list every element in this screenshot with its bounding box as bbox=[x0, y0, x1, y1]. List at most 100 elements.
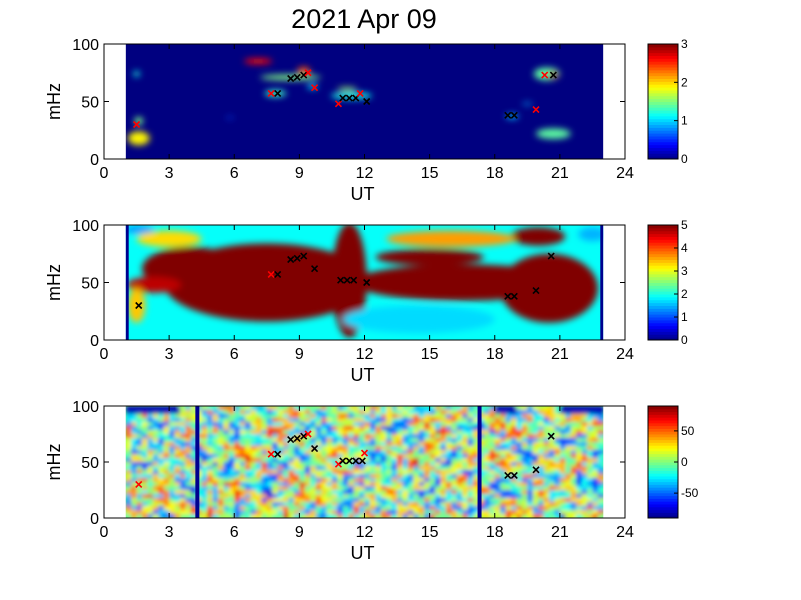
heatmap-cell bbox=[217, 498, 224, 503]
heatmap-cell bbox=[391, 426, 398, 431]
heatmap-cell bbox=[261, 418, 268, 423]
heatmap-cell bbox=[559, 502, 566, 507]
colorbar-segment bbox=[648, 448, 678, 452]
heatmap-cell bbox=[131, 474, 138, 479]
heatmap-cell bbox=[435, 414, 442, 419]
heatmap-cell bbox=[500, 474, 507, 479]
heatmap-cell bbox=[185, 506, 192, 511]
heatmap-cell bbox=[581, 426, 588, 431]
heatmap-cell bbox=[190, 490, 197, 495]
heatmap-cell bbox=[369, 514, 376, 518]
heatmap-cell bbox=[348, 414, 355, 419]
heatmap-cell bbox=[532, 494, 539, 499]
heatmap-cell bbox=[581, 494, 588, 499]
heatmap-cell bbox=[266, 410, 273, 415]
heatmap-cell bbox=[304, 482, 311, 487]
heatmap-cell bbox=[364, 462, 371, 467]
heatmap-cell bbox=[554, 438, 561, 443]
heatmap-cell bbox=[245, 410, 252, 415]
heatmap-cell bbox=[169, 446, 176, 451]
heatmap-cell bbox=[169, 414, 176, 419]
heatmap-cell bbox=[310, 466, 317, 471]
heatmap-cell bbox=[217, 422, 224, 427]
heatmap-cell bbox=[326, 454, 333, 459]
heatmap-cell bbox=[413, 458, 420, 463]
heatmap-cell bbox=[397, 482, 404, 487]
heatmap-cell bbox=[337, 426, 344, 431]
heatmap-cell bbox=[217, 466, 224, 471]
heatmap-cell bbox=[429, 462, 436, 467]
heatmap-cell bbox=[494, 410, 501, 415]
heatmap-cell bbox=[217, 482, 224, 487]
heatmap-cell bbox=[456, 478, 463, 483]
heatmap-cell bbox=[272, 510, 279, 515]
heatmap-cell bbox=[407, 450, 414, 455]
heatmap-cell bbox=[223, 434, 230, 439]
heatmap-cell bbox=[489, 426, 496, 431]
heatmap-cell bbox=[532, 470, 539, 475]
heatmap-cell bbox=[554, 442, 561, 447]
heatmap-cell bbox=[435, 486, 442, 491]
heatmap-cell bbox=[337, 438, 344, 443]
heatmap-cell bbox=[179, 482, 187, 487]
heatmap-cell bbox=[505, 422, 512, 427]
heatmap-cell bbox=[375, 430, 382, 435]
heatmap-cell bbox=[424, 510, 431, 515]
heatmap-cell bbox=[174, 466, 181, 471]
heatmap-cell bbox=[407, 470, 414, 475]
heatmap-cell bbox=[353, 418, 360, 423]
marker-black bbox=[337, 276, 345, 284]
heatmap-cell bbox=[505, 438, 512, 443]
heatmap-cell bbox=[169, 506, 176, 511]
heatmap-cell bbox=[255, 482, 262, 487]
heatmap-cell bbox=[174, 506, 181, 511]
heatmap-cell bbox=[489, 466, 496, 471]
heatmap-cell bbox=[185, 490, 192, 495]
heatmap-cell bbox=[299, 494, 306, 499]
heatmap-edge-right bbox=[600, 225, 604, 340]
heatmap-cell bbox=[483, 422, 490, 427]
heatmap-cell bbox=[174, 406, 181, 411]
heatmap-cell bbox=[483, 418, 490, 423]
marker-red bbox=[311, 84, 319, 92]
heatmap-cell bbox=[266, 514, 273, 518]
heatmap-cell bbox=[380, 506, 387, 511]
colorbar-segment bbox=[648, 141, 678, 146]
heatmap-cell bbox=[125, 442, 132, 447]
heatmap-cell bbox=[125, 474, 132, 479]
heatmap-cell bbox=[407, 486, 414, 491]
heatmap-cell bbox=[245, 438, 252, 443]
colorbar-tick-label: 2 bbox=[681, 287, 688, 301]
colorbar-segment bbox=[648, 308, 678, 312]
heatmap-cell bbox=[277, 494, 284, 499]
heatmap-cell bbox=[359, 490, 366, 495]
heatmap-cell bbox=[489, 406, 496, 411]
heatmap-cell bbox=[570, 502, 577, 507]
heatmap-cell bbox=[342, 418, 349, 423]
heatmap-cell bbox=[304, 450, 311, 455]
heatmap-cell bbox=[131, 454, 138, 459]
heatmap-cell bbox=[505, 506, 512, 511]
heatmap-cell bbox=[521, 458, 528, 463]
heatmap-cell bbox=[277, 490, 284, 495]
heatmap-cell bbox=[131, 514, 138, 518]
heatmap-cell bbox=[288, 474, 295, 479]
heatmap-cell bbox=[326, 414, 333, 419]
heatmap-cell bbox=[386, 426, 393, 431]
colorbar-segment bbox=[648, 227, 678, 232]
heatmap-cell bbox=[527, 406, 534, 411]
heatmap-cell bbox=[576, 482, 583, 487]
heatmap-cell bbox=[532, 482, 539, 487]
heatmap-cell bbox=[445, 470, 452, 475]
heatmap-cell bbox=[223, 466, 230, 471]
heatmap-cell bbox=[440, 490, 447, 495]
heatmap-cell bbox=[532, 454, 539, 459]
heatmap-cell bbox=[489, 478, 496, 483]
marker-black bbox=[547, 432, 555, 440]
heatmap-cell bbox=[207, 434, 214, 439]
colorbar-segment bbox=[648, 58, 678, 62]
colorbar-segment bbox=[648, 107, 678, 111]
heatmap-cell bbox=[369, 462, 376, 467]
heatmap-cell bbox=[315, 430, 322, 435]
